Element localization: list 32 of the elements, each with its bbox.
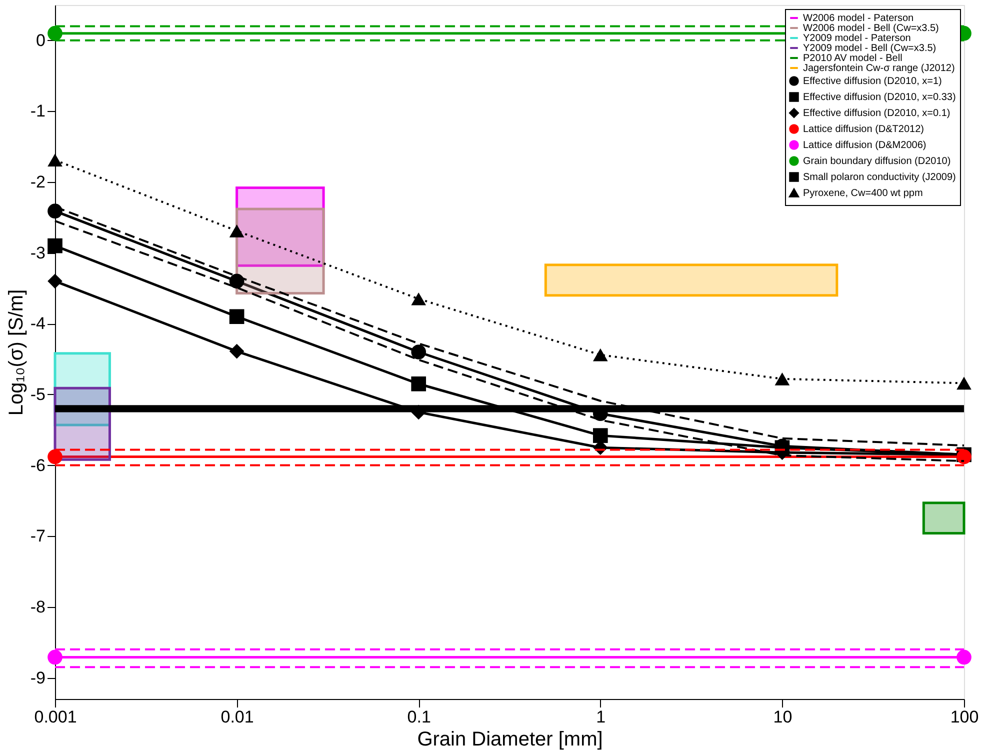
legend-label: Pyroxene, Cw=400 wt ppm (803, 188, 923, 199)
legend-label: Effective diffusion (D2010, x=1) (803, 76, 942, 87)
x-tick-label: 1 (596, 708, 606, 726)
x-tick-label: 10 (773, 708, 792, 726)
y-tick-label: -7 (30, 526, 46, 546)
legend-label: Effective diffusion (D2010, x=0.33) (803, 92, 956, 103)
y-tick-label: -2 (30, 172, 46, 192)
y-tick-label: -6 (30, 456, 46, 475)
legend-label: Lattice diffusion (D&T2012) (803, 124, 924, 135)
y-tick-label: -4 (30, 314, 46, 334)
legend-label: Effective diffusion (D2010, x=0.1) (803, 108, 950, 119)
y-tick-label: -8 (30, 597, 46, 616)
y-tick-label: -3 (30, 243, 46, 262)
x-tick-label: 100 (950, 708, 979, 726)
legend-label: P2010 AV model - Bell (803, 53, 902, 64)
y-tick-label: 0 (36, 30, 46, 50)
legend-label: Y2009 model - Bell (Cw=x3.5) (803, 43, 936, 54)
x-tick-label: 0.001 (34, 708, 77, 726)
legend-label: Y2009 model - Paterson (803, 33, 911, 44)
legend-label: Jagersfontein Cw-σ range (J2012) (803, 63, 955, 74)
x-tick-label: 0.1 (407, 708, 431, 726)
y-tick-label: -9 (30, 668, 46, 688)
legend-label: W2006 model - Bell (Cw=x3.5) (803, 23, 939, 34)
legend-label: W2006 model - Paterson (803, 13, 914, 24)
x-tick-label: 0.01 (220, 708, 254, 726)
legend-label: Lattice diffusion (D&M2006) (803, 140, 926, 151)
y-tick-label: -5 (30, 384, 46, 404)
y-tick-label: -1 (30, 102, 46, 121)
x-axis-title: Grain Diameter [mm] (417, 728, 603, 750)
y-axis-title: Log₁₀(σ) [S/m] (5, 289, 28, 416)
legend-label: Grain boundary diffusion (D2010) (803, 156, 951, 167)
legend-label: Small polaron conductivity (J2009) (803, 172, 956, 183)
